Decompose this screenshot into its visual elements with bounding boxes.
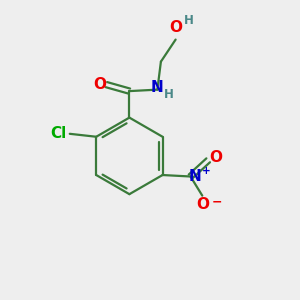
Text: O: O [196,197,209,212]
Text: N: N [188,169,201,184]
Text: O: O [169,20,182,35]
Text: O: O [210,150,223,165]
Text: +: + [202,166,211,176]
Text: −: − [212,196,222,208]
Text: O: O [93,77,106,92]
Text: H: H [184,14,194,27]
Text: N: N [151,80,164,95]
Text: H: H [164,88,173,101]
Text: Cl: Cl [50,126,67,141]
